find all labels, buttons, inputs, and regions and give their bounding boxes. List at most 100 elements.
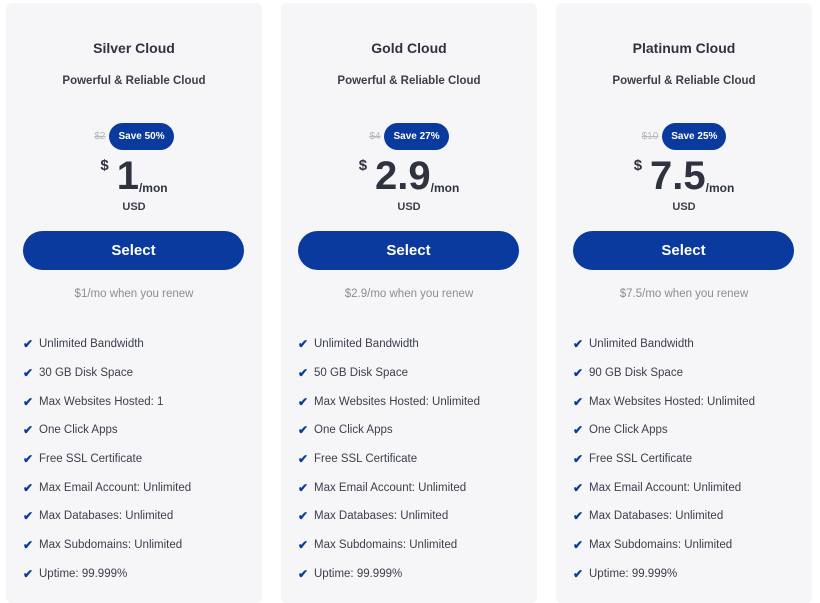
feature-item: ✔ Free SSL Certificate	[573, 445, 755, 474]
check-icon: ✔	[298, 423, 309, 438]
check-icon: ✔	[23, 452, 34, 467]
check-icon: ✔	[573, 452, 584, 467]
feature-item: ✔ Max Websites Hosted: Unlimited	[298, 387, 480, 416]
feature-item: ✔ Uptime: 99.999%	[573, 560, 755, 589]
select-button[interactable]: Select	[23, 231, 244, 270]
discount-row: $10 Save 25%	[556, 123, 812, 150]
select-button[interactable]: Select	[298, 231, 519, 270]
check-icon: ✔	[573, 538, 584, 553]
plan-name: Platinum Cloud	[632, 40, 736, 56]
check-icon: ✔	[298, 509, 309, 524]
feature-item: ✔ Max Databases: Unlimited	[298, 502, 480, 531]
price: $ 7.5 /mon	[556, 153, 812, 199]
save-badge: Save 27%	[384, 123, 449, 150]
plan-subtitle: Powerful & Reliable Cloud	[337, 75, 481, 87]
feature-text: Uptime: 99.999%	[589, 567, 678, 580]
currency-label: USD	[122, 201, 146, 213]
currency-symbol: $	[358, 157, 368, 174]
feature-text: 90 GB Disk Space	[589, 367, 683, 380]
currency-label: USD	[672, 201, 696, 213]
check-icon: ✔	[298, 366, 309, 381]
old-price: $10	[641, 131, 659, 142]
feature-list: ✔ Unlimited Bandwidth ✔ 90 GB Disk Space ✔ Ma…	[573, 330, 755, 588]
check-icon: ✔	[23, 366, 34, 381]
renew-price: $7.5/mo when you renew	[619, 288, 749, 300]
check-icon: ✔	[23, 423, 34, 438]
plan-subtitle: Powerful & Reliable Cloud	[612, 75, 756, 87]
feature-text: Max Databases: Unlimited	[589, 510, 724, 523]
check-icon: ✔	[573, 394, 584, 409]
price-amount: 7.5	[650, 154, 706, 198]
check-icon: ✔	[573, 423, 584, 438]
feature-item: ✔ Max Websites Hosted: 1	[23, 387, 191, 416]
select-button[interactable]: Select	[573, 231, 794, 270]
feature-text: Max Subdomains: Unlimited	[39, 539, 183, 552]
check-icon: ✔	[298, 337, 309, 352]
price-period: /mon	[138, 181, 168, 195]
plan-card-gold-cloud: Gold Cloud Powerful & Reliable Cloud $4 …	[281, 3, 537, 603]
currency-symbol: $	[100, 157, 109, 174]
feature-text: 30 GB Disk Space	[39, 367, 133, 380]
currency-label: USD	[397, 201, 421, 213]
currency-symbol: $	[633, 157, 643, 174]
check-icon: ✔	[298, 566, 309, 581]
plan-subtitle: Powerful & Reliable Cloud	[62, 75, 206, 87]
feature-item: ✔ Max Email Account: Unlimited	[573, 473, 755, 502]
feature-item: ✔ One Click Apps	[298, 416, 480, 445]
feature-text: Free SSL Certificate	[39, 453, 143, 466]
feature-text: Max Subdomains: Unlimited	[314, 539, 458, 552]
plan-card-platinum-cloud: Platinum Cloud Powerful & Reliable Cloud…	[556, 3, 812, 603]
feature-text: Max Email Account: Unlimited	[589, 481, 742, 494]
feature-item: ✔ Max Databases: Unlimited	[23, 502, 191, 531]
discount-row: $4 Save 27%	[281, 123, 537, 150]
check-icon: ✔	[298, 480, 309, 495]
discount-row: $2 Save 50%	[6, 123, 262, 150]
feature-item: ✔ Max Websites Hosted: Unlimited	[573, 387, 755, 416]
feature-list: ✔ Unlimited Bandwidth ✔ 50 GB Disk Space ✔ Ma…	[298, 330, 480, 588]
check-icon: ✔	[23, 337, 34, 352]
check-icon: ✔	[23, 509, 34, 524]
plan-name: Silver Cloud	[93, 40, 175, 56]
old-price: $4	[369, 131, 381, 142]
check-icon: ✔	[573, 566, 584, 581]
feature-text: Free SSL Certificate	[314, 453, 418, 466]
feature-text: Max Databases: Unlimited	[314, 510, 449, 523]
check-icon: ✔	[573, 480, 584, 495]
check-icon: ✔	[573, 337, 584, 352]
feature-text: Unlimited Bandwidth	[314, 338, 419, 351]
save-badge: Save 50%	[109, 123, 174, 150]
feature-text: One Click Apps	[39, 424, 118, 437]
feature-item: ✔ Max Subdomains: Unlimited	[573, 531, 755, 560]
feature-item: ✔ Uptime: 99.999%	[298, 560, 480, 589]
price: $ 2.9 /mon	[281, 153, 537, 199]
plan-name: Gold Cloud	[371, 40, 447, 56]
feature-item: ✔ Uptime: 99.999%	[23, 560, 191, 589]
check-icon: ✔	[298, 538, 309, 553]
feature-item: ✔ Unlimited Bandwidth	[23, 330, 191, 359]
feature-list: ✔ Unlimited Bandwidth ✔ 30 GB Disk Space ✔ Ma…	[23, 330, 191, 588]
feature-item: ✔ Unlimited Bandwidth	[573, 330, 755, 359]
plan-card-silver-cloud: Silver Cloud Powerful & Reliable Cloud $…	[6, 3, 262, 603]
feature-item: ✔ 50 GB Disk Space	[298, 359, 480, 388]
feature-text: Max Subdomains: Unlimited	[589, 539, 733, 552]
check-icon: ✔	[298, 452, 309, 467]
feature-text: Max Websites Hosted: Unlimited	[314, 395, 480, 408]
renew-price: $2.9/mo when you renew	[344, 288, 474, 300]
check-icon: ✔	[573, 366, 584, 381]
price-amount: 1	[116, 154, 139, 198]
check-icon: ✔	[23, 538, 34, 553]
feature-item: ✔ Max Email Account: Unlimited	[298, 473, 480, 502]
price-period: /mon	[430, 181, 460, 195]
check-icon: ✔	[298, 394, 309, 409]
feature-text: 50 GB Disk Space	[314, 367, 408, 380]
feature-text: Unlimited Bandwidth	[39, 338, 144, 351]
feature-text: Max Email Account: Unlimited	[39, 481, 192, 494]
check-icon: ✔	[573, 509, 584, 524]
feature-item: ✔ Max Subdomains: Unlimited	[298, 531, 480, 560]
save-badge: Save 25%	[662, 123, 727, 150]
check-icon: ✔	[23, 480, 34, 495]
feature-item: ✔ Free SSL Certificate	[298, 445, 480, 474]
feature-text: Unlimited Bandwidth	[589, 338, 694, 351]
price: $ 1 /mon	[6, 153, 262, 199]
feature-item: ✔ Max Email Account: Unlimited	[23, 473, 191, 502]
